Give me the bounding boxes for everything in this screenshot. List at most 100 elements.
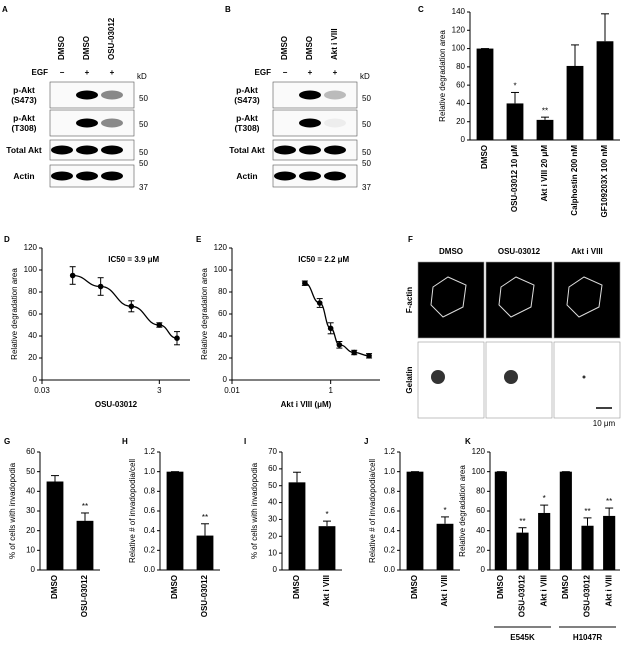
panel-letter: H: [122, 437, 128, 446]
significance: *: [443, 506, 446, 515]
y-axis-label: Relative # of invadopodia/cell: [128, 459, 137, 563]
y-tick-label: 60: [218, 309, 227, 318]
y-axis-label: Relative # of invadopodia/cell: [368, 459, 377, 563]
blot-row-label: Actin: [13, 171, 35, 181]
lane-label: DMSO: [280, 36, 289, 60]
x-tick-label: Akt i VIII 20 μM: [540, 145, 549, 202]
blot-band: [76, 171, 98, 181]
bar: [494, 471, 507, 570]
blot-band: [299, 171, 321, 181]
y-tick-label: 60: [26, 447, 35, 456]
treatment: +: [333, 68, 338, 77]
y-tick-label: 60: [268, 464, 277, 473]
data-point: [336, 342, 343, 348]
blot-band: [101, 90, 123, 100]
data-point: [156, 322, 163, 328]
panel-letter: E: [196, 235, 202, 244]
panel-letter: B: [225, 5, 231, 14]
x-axis-label: OSU-03012: [95, 400, 138, 409]
y-tick-label: 0: [33, 375, 38, 384]
cell-outline: [566, 276, 603, 318]
bar: [566, 65, 584, 140]
degradation-spot: [504, 370, 518, 384]
x-tick-label: DMSO: [410, 575, 419, 599]
y-tick-label: 0.6: [144, 506, 156, 515]
kd-marker: 37: [362, 183, 371, 192]
y-tick-label: 0.0: [384, 565, 396, 574]
y-tick-label: 60: [28, 309, 37, 318]
significance: *: [325, 510, 328, 519]
treatment-label: EGF: [32, 68, 49, 77]
x-tick-label: Akt i VIII: [440, 575, 449, 607]
y-tick-label: 40: [268, 498, 277, 507]
y-tick-label: 0: [481, 565, 486, 574]
y-tick-label: 120: [452, 25, 466, 34]
y-tick-label: 10: [26, 545, 35, 554]
y-tick-label: 20: [456, 117, 465, 126]
y-tick-label: 30: [268, 515, 277, 524]
blot-band: [101, 118, 123, 128]
y-tick-label: 100: [452, 44, 466, 53]
error-bar: [571, 44, 579, 66]
significance: **: [202, 513, 208, 522]
y-axis-label: Relative degradation area: [10, 268, 19, 360]
kd-marker: 50: [362, 159, 371, 168]
x-tick-label: 3: [157, 386, 162, 395]
y-tick-label: 0.8: [144, 486, 156, 495]
data-point: [351, 349, 358, 356]
error-bar: [51, 475, 59, 482]
bar: [406, 471, 424, 570]
blot-band: [51, 145, 73, 155]
y-tick-label: 60: [476, 506, 485, 515]
y-tick-label: 40: [456, 99, 465, 108]
blot-row-label: Actin: [236, 171, 258, 181]
bar: [318, 526, 336, 570]
y-tick-label: 0.8: [384, 486, 396, 495]
lane-label: Akt i VIII: [330, 28, 339, 60]
x-tick-label: OSU-03012 10 μM: [510, 145, 519, 212]
blot-band: [101, 145, 123, 155]
lane-label: DMSO: [305, 36, 314, 60]
y-tick-label: 80: [456, 62, 465, 71]
blot-band: [274, 145, 296, 155]
treatment: −: [60, 68, 65, 77]
bar: [581, 525, 594, 570]
annotation: IC50 = 3.9 μM: [108, 255, 159, 264]
error-bar: [323, 520, 331, 527]
x-tick-label: 0.01: [224, 386, 240, 395]
bar: [603, 515, 616, 570]
bar: [196, 535, 214, 570]
image-column-label: DMSO: [439, 247, 463, 256]
bar: [506, 103, 524, 140]
x-tick-label: Calphostin 200 nM: [570, 145, 579, 216]
kd-marker: 37: [139, 183, 148, 192]
x-tick-label: DMSO: [50, 575, 59, 599]
y-tick-label: 50: [26, 467, 35, 476]
error-bar: [441, 516, 449, 524]
y-tick-label: 80: [218, 287, 227, 296]
significance: **: [519, 517, 525, 526]
y-tick-label: 10: [268, 548, 277, 557]
treatment: −: [283, 68, 288, 77]
treatment: +: [85, 68, 90, 77]
gelatin-image: [485, 341, 553, 419]
fit-line: [72, 274, 178, 339]
error-bar: [201, 523, 209, 536]
image-column-label: OSU-03012: [498, 247, 541, 256]
error-bar: [601, 13, 609, 42]
blot-row-label: p-Akt (T308): [11, 113, 37, 133]
bar: [76, 520, 94, 570]
x-tick-label: DMSO: [292, 575, 301, 599]
blot-row-label: p-Akt (T308): [234, 113, 260, 133]
y-tick-label: 120: [24, 243, 38, 252]
y-tick-label: 1.2: [384, 447, 396, 456]
x-tick-label: DMSO: [170, 575, 179, 599]
kd-marker: 50: [362, 120, 371, 129]
y-tick-label: 70: [268, 447, 277, 456]
data-point: [69, 272, 76, 279]
significance: **: [606, 497, 612, 506]
x-tick-label: DMSO: [480, 145, 489, 169]
data-point: [327, 325, 334, 332]
kd-marker: 50: [139, 148, 148, 157]
significance: **: [82, 502, 88, 511]
